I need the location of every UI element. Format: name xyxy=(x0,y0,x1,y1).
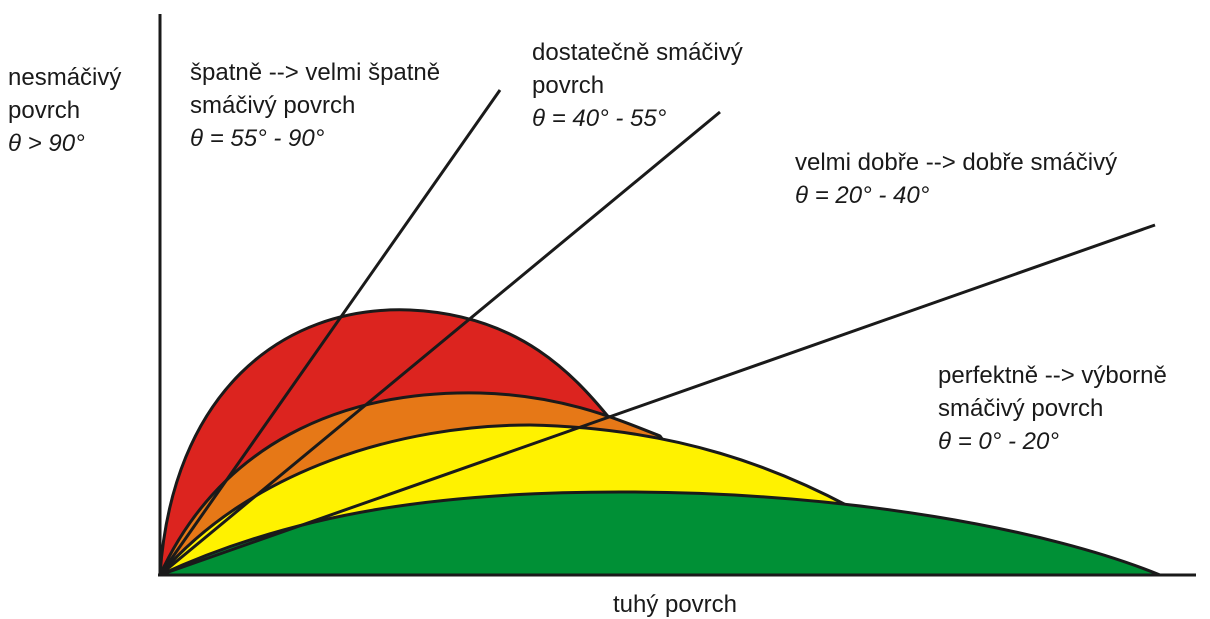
ray xyxy=(158,89,502,576)
angle-label: θ = 40° - 55° xyxy=(532,105,667,132)
region-label: perfektně --> výborně xyxy=(938,362,1167,389)
angle-label: θ > 90° xyxy=(8,130,85,157)
region-label: nesmáčivý xyxy=(8,64,121,91)
angle-label: θ = 0° - 20° xyxy=(938,428,1059,455)
ray xyxy=(159,223,1156,577)
ray xyxy=(159,110,721,577)
region-label: velmi dobře --> dobře smáčivý xyxy=(795,149,1117,176)
angle-label: θ = 55° - 90° xyxy=(190,125,325,152)
region-label: smáčivý povrch xyxy=(190,92,355,119)
axis-label: tuhý povrch xyxy=(613,591,737,618)
region-label: špatně --> velmi špatně xyxy=(190,59,440,86)
region-label: dostatečně smáčivý xyxy=(532,39,743,66)
region-label: smáčivý povrch xyxy=(938,395,1103,422)
region-label: povrch xyxy=(8,97,80,124)
region-label: povrch xyxy=(532,72,604,99)
angle-label: θ = 20° - 40° xyxy=(795,182,930,209)
